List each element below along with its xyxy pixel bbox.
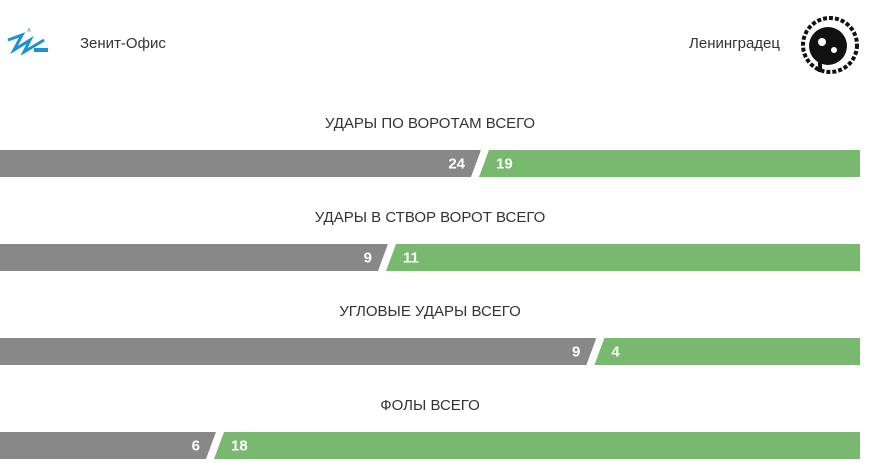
away-team-name: Ленинградец bbox=[689, 35, 780, 52]
away-value: 4 bbox=[611, 343, 620, 360]
home-value: 24 bbox=[448, 155, 465, 172]
away-bar bbox=[215, 432, 860, 459]
away-bar bbox=[387, 244, 860, 271]
bar-divider bbox=[586, 338, 605, 365]
bar-divider bbox=[378, 244, 396, 271]
bar-divider bbox=[471, 150, 489, 177]
home-value: 9 bbox=[364, 249, 372, 266]
home-bar bbox=[0, 150, 480, 177]
away-value: 11 bbox=[403, 249, 419, 266]
away-value: 18 bbox=[231, 437, 248, 454]
stat-title: УГЛОВЫЕ УДАРЫ ВСЕГО bbox=[339, 303, 521, 320]
home-bar bbox=[0, 244, 387, 271]
away-logo bbox=[801, 16, 859, 74]
stat-title: ФОЛЫ ВСЕГО bbox=[380, 397, 480, 414]
home-logo bbox=[7, 27, 48, 56]
bar-divider bbox=[206, 432, 224, 459]
home-value: 6 bbox=[192, 437, 200, 454]
stat-title: УДАРЫ ПО ВОРОТАМ ВСЕГО bbox=[325, 115, 535, 132]
away-value: 19 bbox=[496, 155, 513, 172]
away-bar bbox=[595, 338, 860, 365]
away-bar bbox=[480, 150, 860, 177]
home-bar bbox=[0, 432, 215, 459]
home-value: 9 bbox=[572, 343, 580, 360]
home-bar bbox=[0, 338, 596, 365]
stat-title: УДАРЫ В СТВОР ВОРОТ ВСЕГО bbox=[315, 209, 546, 226]
home-team-name: Зенит-Офис bbox=[80, 35, 166, 52]
